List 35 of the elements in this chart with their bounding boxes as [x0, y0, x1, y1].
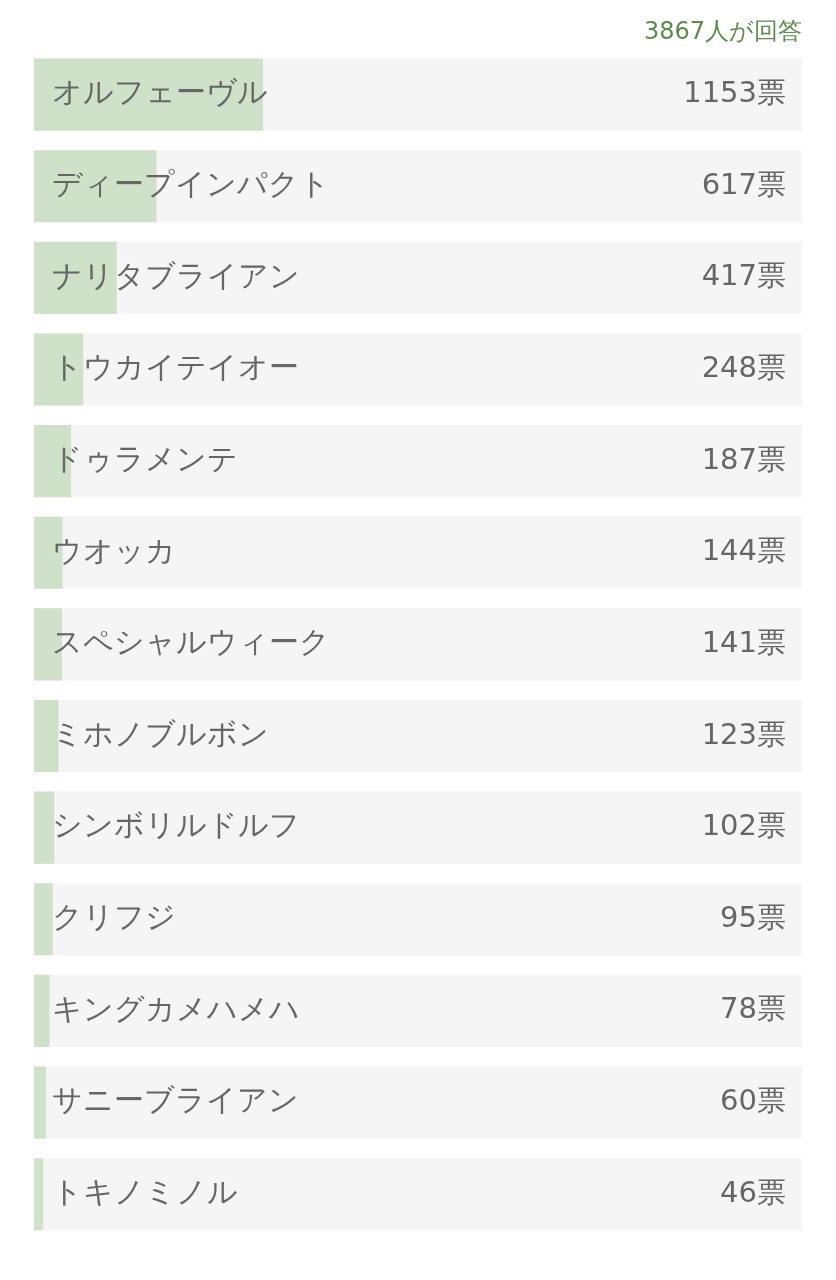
- y-tick-label: ドゥラメンテ: [52, 440, 238, 476]
- y-tick-label: オルフェーヴル: [52, 74, 268, 110]
- data-label: 417票: [701, 258, 786, 293]
- data-label: 187票: [701, 441, 786, 476]
- y-tick-label: ナリタブライアン: [52, 257, 300, 293]
- bar: [34, 699, 59, 773]
- data-label: 95票: [720, 899, 786, 934]
- data-label: 60票: [720, 1083, 786, 1118]
- y-tick-label: ウオッカ: [52, 532, 176, 568]
- y-tick-label: クリフジ: [52, 899, 176, 935]
- data-label: 248票: [701, 350, 786, 385]
- bar: [34, 1158, 44, 1231]
- y-tick-label: トウカイテイオー: [52, 349, 299, 385]
- data-label: 144票: [701, 533, 786, 568]
- data-label: 78票: [720, 991, 786, 1026]
- data-label: 617票: [701, 166, 786, 201]
- bar: [34, 1066, 46, 1139]
- data-label: 123票: [701, 716, 786, 751]
- bar: [34, 241, 117, 314]
- y-tick-label: キングカメハメハ: [52, 990, 300, 1026]
- y-tick-label: シンボリルドルフ: [52, 807, 300, 843]
- bar: [34, 333, 84, 406]
- chart-subtitle: 3867人が回答: [643, 16, 802, 45]
- bar: [34, 974, 50, 1047]
- bar: [34, 883, 53, 956]
- data-label: 102票: [701, 808, 786, 843]
- y-tick-label: ディープインパクト: [52, 166, 330, 202]
- y-tick-label: スペシャルウィーク: [52, 624, 330, 660]
- y-tick-label: サニーブライアン: [52, 1082, 299, 1118]
- data-label: 46票: [720, 1174, 786, 1209]
- y-tick-label: トキノミノル: [52, 1173, 238, 1209]
- y-tick-label: ミホノブルボン: [52, 715, 269, 751]
- data-label: 1153票: [683, 75, 786, 110]
- data-label: 141票: [701, 624, 786, 659]
- bar: [34, 791, 55, 864]
